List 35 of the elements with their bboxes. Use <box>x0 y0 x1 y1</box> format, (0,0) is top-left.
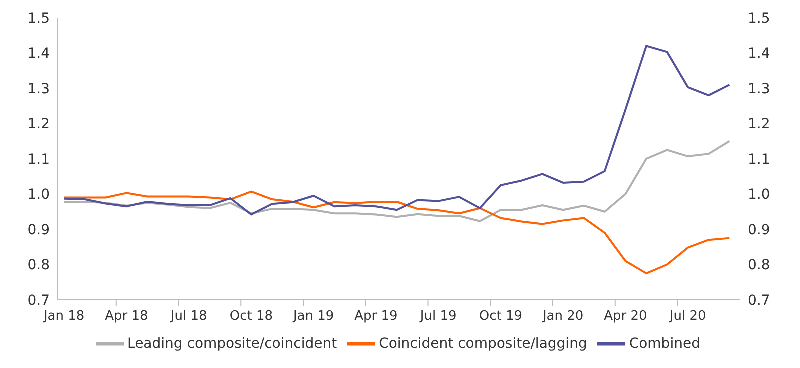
legend-label: Leading composite/coincident <box>128 336 338 352</box>
y2-tick-label: 1.5 <box>748 10 770 27</box>
x-tick-label: Jul 18 <box>170 309 208 324</box>
y-tick-label: 1.3 <box>28 81 50 98</box>
y-tick-label: 0.9 <box>28 222 50 238</box>
x-tick-label: Apr 18 <box>105 309 148 324</box>
y2-tick-label: 1.4 <box>748 46 770 62</box>
y2-tick-label: 0.7 <box>748 292 770 309</box>
y-tick-label: 1.0 <box>28 187 50 204</box>
x-tick-label: Jul 20 <box>668 309 706 324</box>
legend-label: Combined <box>629 336 700 352</box>
x-tick-label: Oct 18 <box>230 309 274 324</box>
y2-tick-label: 1.0 <box>748 187 770 204</box>
x-tick-label: Apr 20 <box>604 309 648 324</box>
y-tick-label: 1.4 <box>28 46 50 62</box>
y2-tick-label: 0.8 <box>748 258 770 274</box>
x-tick-label: Apr 19 <box>354 309 398 324</box>
y2-tick-label: 1.3 <box>748 81 770 98</box>
x-tick-label: Jan 20 <box>542 309 584 324</box>
x-tick-label: Jan 19 <box>292 309 334 324</box>
y2-tick-label: 1.1 <box>748 152 770 168</box>
line-series <box>63 190 731 275</box>
y-tick-label: 1.1 <box>28 152 50 168</box>
x-tick-label: Jul 19 <box>419 309 457 324</box>
y-tick-label: 1.2 <box>28 116 50 133</box>
y-tick-label: 0.7 <box>28 292 50 309</box>
y2-tick-label: 0.9 <box>748 222 770 238</box>
line-series <box>63 45 731 216</box>
y2-tick-label: 1.2 <box>748 116 770 133</box>
legend-label: Coincident composite/lagging <box>379 336 588 352</box>
y-tick-label: 0.8 <box>28 258 50 274</box>
x-tick-label: Oct 19 <box>479 309 523 324</box>
x-tick-label: Jan 18 <box>42 309 85 324</box>
y-tick-label: 1.5 <box>28 10 50 27</box>
line-series <box>63 140 731 222</box>
